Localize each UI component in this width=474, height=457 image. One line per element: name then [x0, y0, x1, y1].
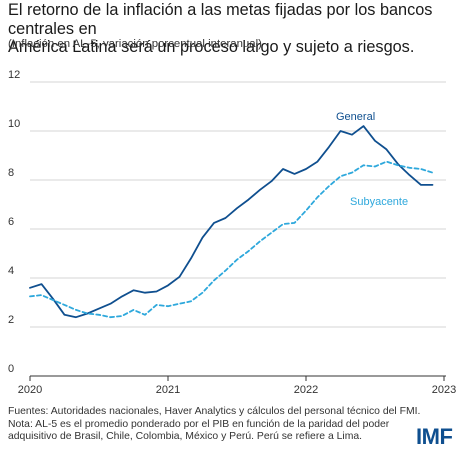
x-tick-label-2022: 2022 [294, 384, 318, 396]
x-tick-label-2020: 2020 [18, 384, 42, 396]
chart-subtitle: (Inflación en AL-5, variación porcentual… [8, 38, 262, 50]
series-label-subyacente: Subyacente [350, 196, 408, 208]
series-line-general [29, 125, 434, 319]
method-note-line-1: Nota: AL-5 es el promedio ponderado por … [8, 418, 390, 430]
series-label-general: General [336, 111, 375, 123]
y-tick-label-4: 4 [8, 265, 14, 277]
series-lines [29, 125, 434, 319]
y-tick-label-8: 8 [8, 167, 14, 179]
chart-footer: Fuentes: Autoridades nacionales, Haver A… [8, 406, 421, 444]
chart-title-line-2: América Latina será un proceso largo y s… [8, 38, 415, 56]
gridlines [30, 81, 446, 328]
y-tick-label-6: 6 [8, 216, 14, 228]
x-tick-label-2023: 2023 [432, 384, 456, 396]
sources-note: Fuentes: Autoridades nacionales, Haver A… [8, 406, 421, 417]
y-tick-label-0: 0 [8, 363, 14, 375]
y-tick-label-2: 2 [8, 314, 14, 326]
chart-title-line-1: El retorno de la inflación a las metas f… [8, 1, 433, 38]
series-labels: General Subyacente [336, 111, 408, 208]
y-tick-label-10: 10 [8, 118, 20, 130]
chart-title: El retorno de la inflación a las metas f… [8, 1, 470, 57]
series-line-subyacente [29, 160, 434, 319]
y-axis-tick-labels: 0 2 4 6 8 10 12 [8, 69, 20, 375]
y-tick-label-12: 12 [8, 69, 20, 81]
imf-logo: IMF [416, 424, 453, 449]
x-tick-label-2021: 2021 [156, 384, 180, 396]
x-axis: 2020 2021 2022 2023 [18, 375, 456, 396]
method-note-line-2: adquisitivo de Brasil, Chile, Colombia, … [8, 431, 363, 443]
